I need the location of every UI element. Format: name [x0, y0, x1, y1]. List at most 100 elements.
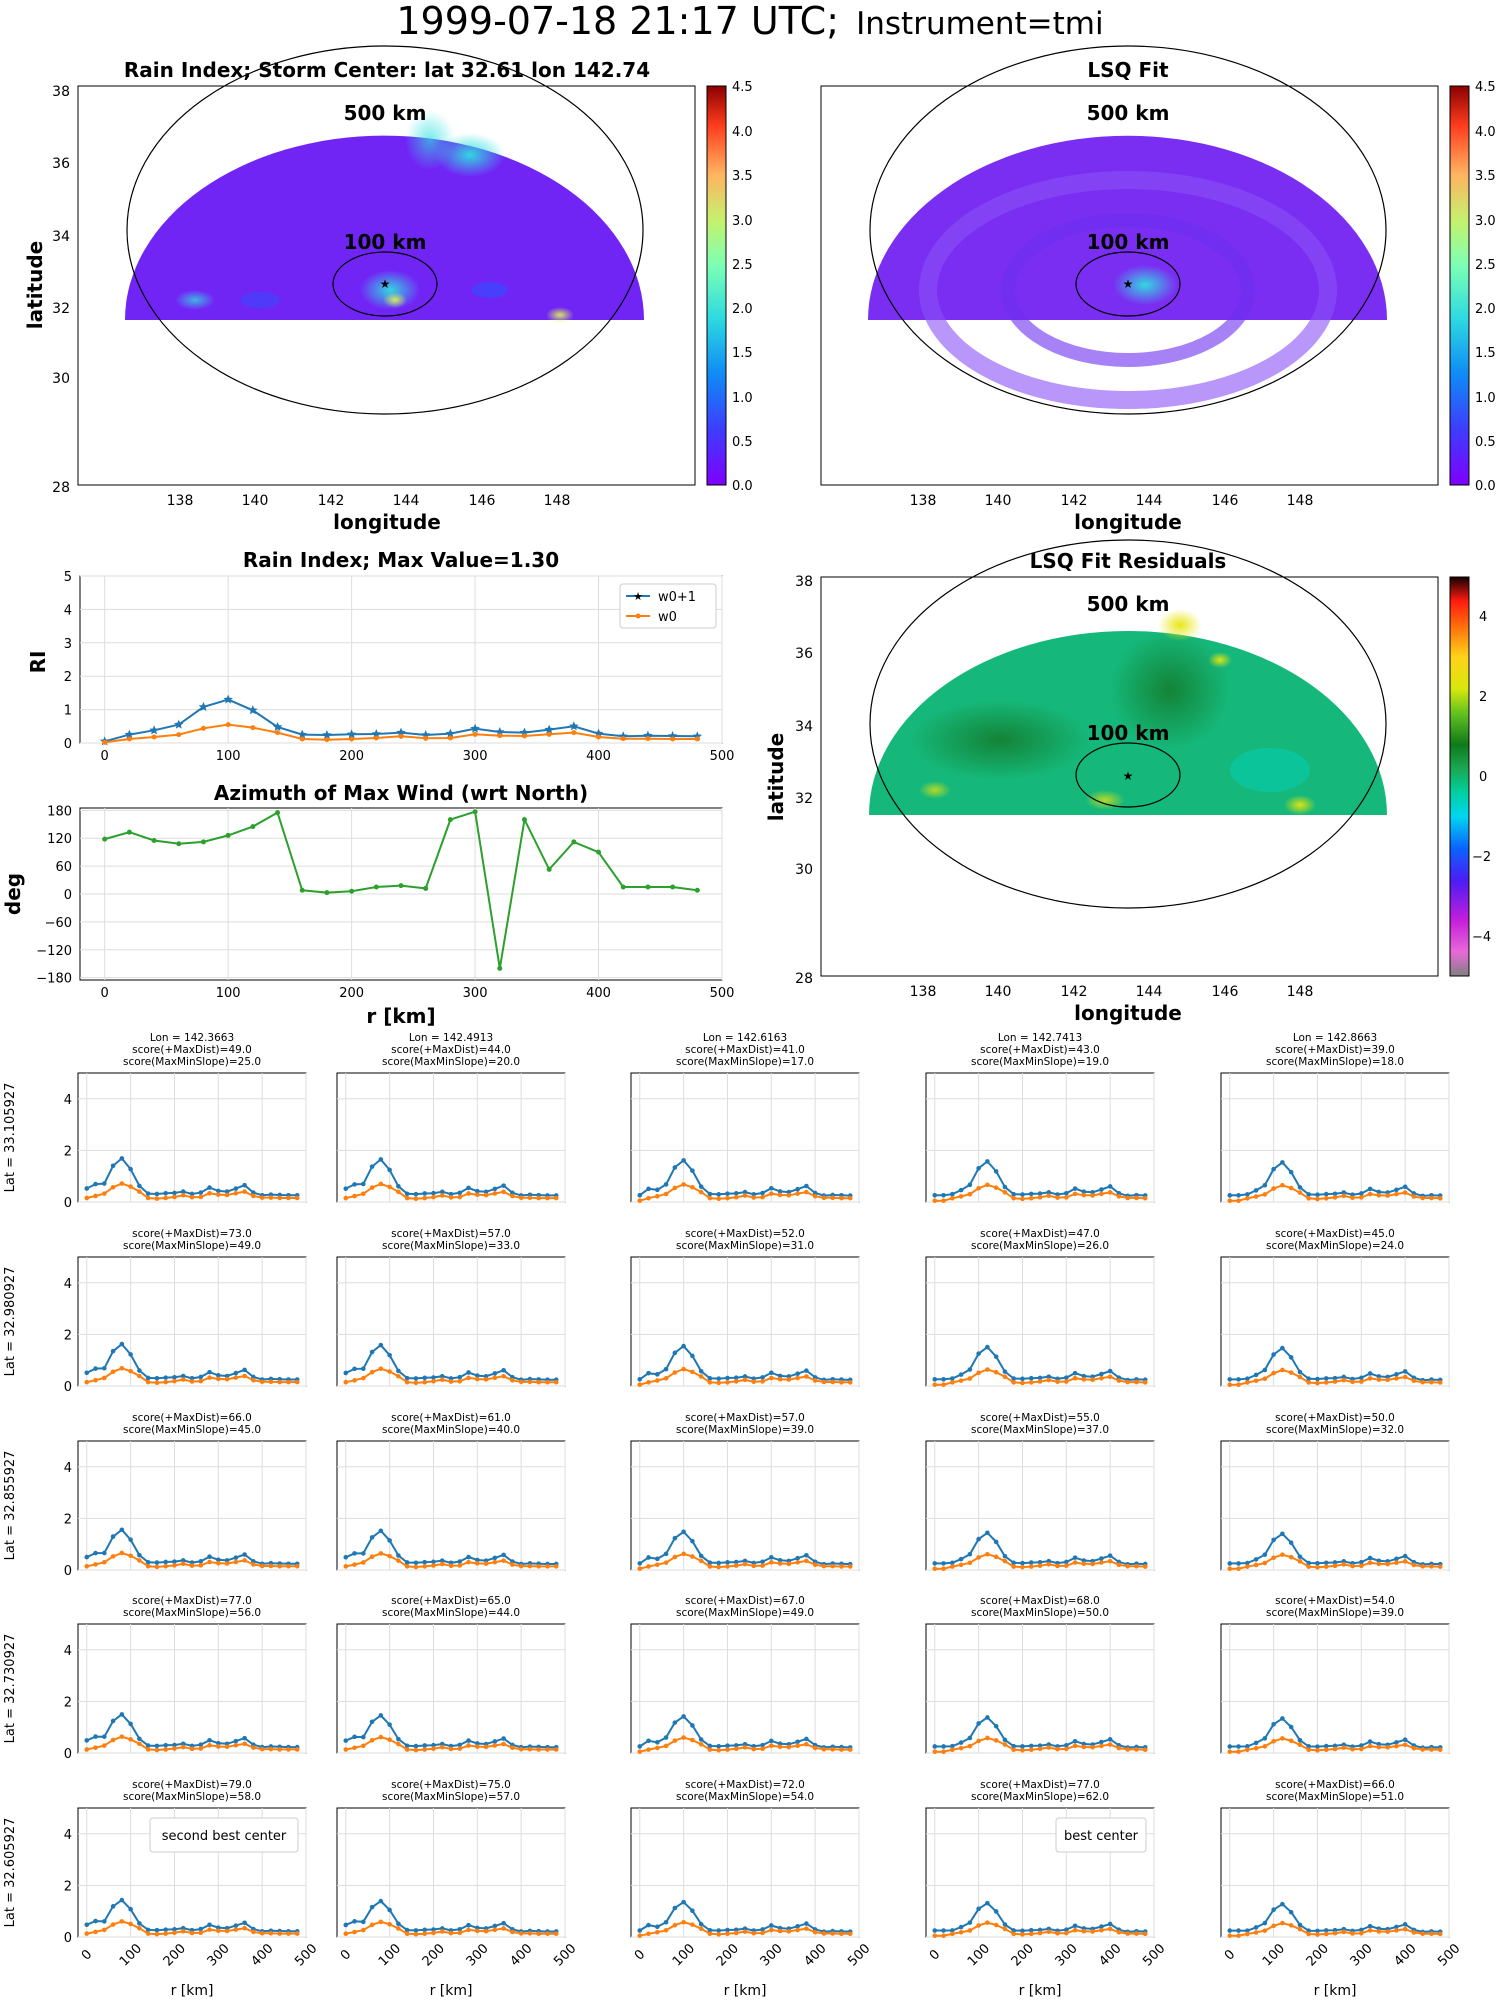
grid-cell-point: [1037, 1379, 1043, 1384]
grid-cell-point: [707, 1927, 713, 1933]
grid-cell-point: [760, 1927, 765, 1932]
grid-cell-point: [343, 1931, 349, 1936]
grid-cell-score-dist: score(+MaxDist)=66.0: [132, 1412, 252, 1424]
svg-text:146: 146: [1212, 493, 1239, 509]
grid-cell-point: [492, 1743, 498, 1748]
grid-cell-point: [681, 1158, 686, 1163]
grid-cell-point: [681, 1714, 686, 1719]
legend-marker-w0: [635, 613, 641, 619]
grid-cell-point: [84, 1931, 90, 1936]
grid-cell-point: [985, 1551, 990, 1557]
grid-cell-point: [1002, 1184, 1008, 1190]
grid-cell-point: [1107, 1190, 1113, 1195]
grid-cell-point: [466, 1554, 471, 1560]
grid-cell-point: [1288, 1923, 1294, 1928]
grid-cell-xtick: 500: [292, 1941, 320, 1969]
grid-cell-point: [224, 1373, 230, 1379]
grid-cell-point: [1046, 1377, 1052, 1383]
lsq-fit-map-title: LSQ Fit: [1087, 58, 1169, 82]
grid-cell-point: [733, 1743, 739, 1748]
grid-cell-point: [1236, 1198, 1241, 1204]
grid-cell-point: [119, 1527, 125, 1533]
grid-cell-point: [646, 1380, 651, 1385]
grid-cell-point: [976, 1185, 981, 1191]
grid-cell-point: [110, 1184, 116, 1190]
grid-cell-point: [1253, 1372, 1259, 1378]
grid-cell-point: [958, 1187, 964, 1193]
grid-cell-point: [1280, 1367, 1285, 1373]
grid-cell-point: [396, 1368, 401, 1374]
grid-cell-r1-c0: score(MaxMinSlope)=49.0score(+MaxDist)=7…: [3, 1228, 307, 1395]
grid-cell-xtick: 100: [117, 1941, 145, 1969]
grid-cell-point: [1280, 1531, 1285, 1537]
grid-cell-point: [1429, 1747, 1434, 1752]
grid-cell-score-dist: score(+MaxDist)=73.0: [132, 1228, 252, 1240]
grid-cell-point: [439, 1193, 445, 1198]
grid-cell-point: [804, 1558, 809, 1564]
grid-cell-point: [224, 1192, 230, 1198]
grid-cell-xtick: 300: [464, 1941, 492, 1969]
legend-label-w0: w0: [658, 610, 677, 625]
grid-cell-point: [1262, 1376, 1268, 1382]
grid-cell-point: [1028, 1743, 1034, 1749]
ri-series-1-point-21: [620, 736, 626, 742]
svg-text:0.5: 0.5: [1475, 435, 1496, 450]
grid-cell-point: [1402, 1742, 1408, 1748]
grid-cell-point: [637, 1561, 643, 1566]
grid-cell-ytick: 2: [64, 1328, 72, 1343]
grid-cell-point: [510, 1562, 515, 1567]
rain-index-map-xlabel: longitude: [333, 510, 441, 534]
svg-text:0.0: 0.0: [1475, 479, 1496, 494]
grid-cell-point: [536, 1379, 541, 1385]
grid-cell-point: [1262, 1552, 1268, 1557]
grid-cell-point: [457, 1559, 463, 1564]
grid-cell-r3-c1: score(MaxMinSlope)=44.0score(+MaxDist)=6…: [336, 1595, 566, 1754]
grid-cell-point: [1125, 1747, 1130, 1752]
grid-cell-frame: [336, 1623, 566, 1754]
grid-cell-point: [475, 1557, 480, 1563]
grid-cell-point: [733, 1746, 739, 1752]
ri-series-1-point-5: [225, 722, 231, 728]
grid-cell-point: [1271, 1352, 1276, 1357]
grid-cell-point: [172, 1194, 177, 1200]
grid-cell-score-dist: score(+MaxDist)=72.0: [685, 1779, 805, 1791]
grid-cell-point: [233, 1559, 239, 1565]
grid-cell-point: [93, 1929, 98, 1935]
grid-cell-point: [993, 1723, 999, 1729]
grid-cell-point: [1046, 1745, 1052, 1750]
grid-cell-point: [207, 1185, 212, 1190]
grid-cell-point: [128, 1166, 133, 1172]
grid-cell-point: [404, 1379, 410, 1385]
grid-cell-point: [431, 1927, 436, 1932]
grid-cell-lon: Lon = 142.7413: [998, 1032, 1082, 1044]
grid-cell-point: [216, 1192, 221, 1197]
grid-cell-xtick: 100: [670, 1941, 698, 1969]
grid-cell-xtick: 0: [338, 1947, 354, 1963]
grid-cell-point: [1280, 1552, 1285, 1557]
grid-cell-point: [233, 1742, 239, 1748]
grid-cell-point: [1359, 1375, 1364, 1381]
az-point-23: [670, 884, 676, 890]
grid-cell-point: [163, 1927, 168, 1932]
svg-text:1.5: 1.5: [1475, 346, 1496, 361]
grid-cell-point: [681, 1529, 686, 1535]
grid-cell-point: [1099, 1375, 1104, 1381]
ri-series-1-point-14: [447, 735, 453, 741]
az-point-6: [250, 824, 256, 830]
grid-cell-point: [294, 1747, 300, 1752]
grid-cell-point: [413, 1743, 419, 1749]
grid-cell-xtick: 100: [376, 1941, 404, 1969]
grid-cell-r0-c2: score(MaxMinSlope)=17.0score(+MaxDist)=4…: [630, 1032, 860, 1204]
grid-cell-point: [976, 1370, 981, 1376]
grid-cell-point: [830, 1379, 835, 1385]
svg-text:4.0: 4.0: [732, 125, 753, 140]
grid-cell-point: [932, 1192, 938, 1198]
grid-cell-point: [1341, 1929, 1347, 1935]
grid-cell-point: [655, 1740, 660, 1745]
grid-cell-score-dist: score(+MaxDist)=55.0: [980, 1412, 1100, 1424]
grid-cell-point: [941, 1192, 946, 1198]
grid-cell-point: [510, 1929, 515, 1935]
grid-cell-point: [527, 1746, 533, 1752]
grid-cell-point: [251, 1929, 256, 1935]
grid-cell-point: [637, 1566, 643, 1572]
